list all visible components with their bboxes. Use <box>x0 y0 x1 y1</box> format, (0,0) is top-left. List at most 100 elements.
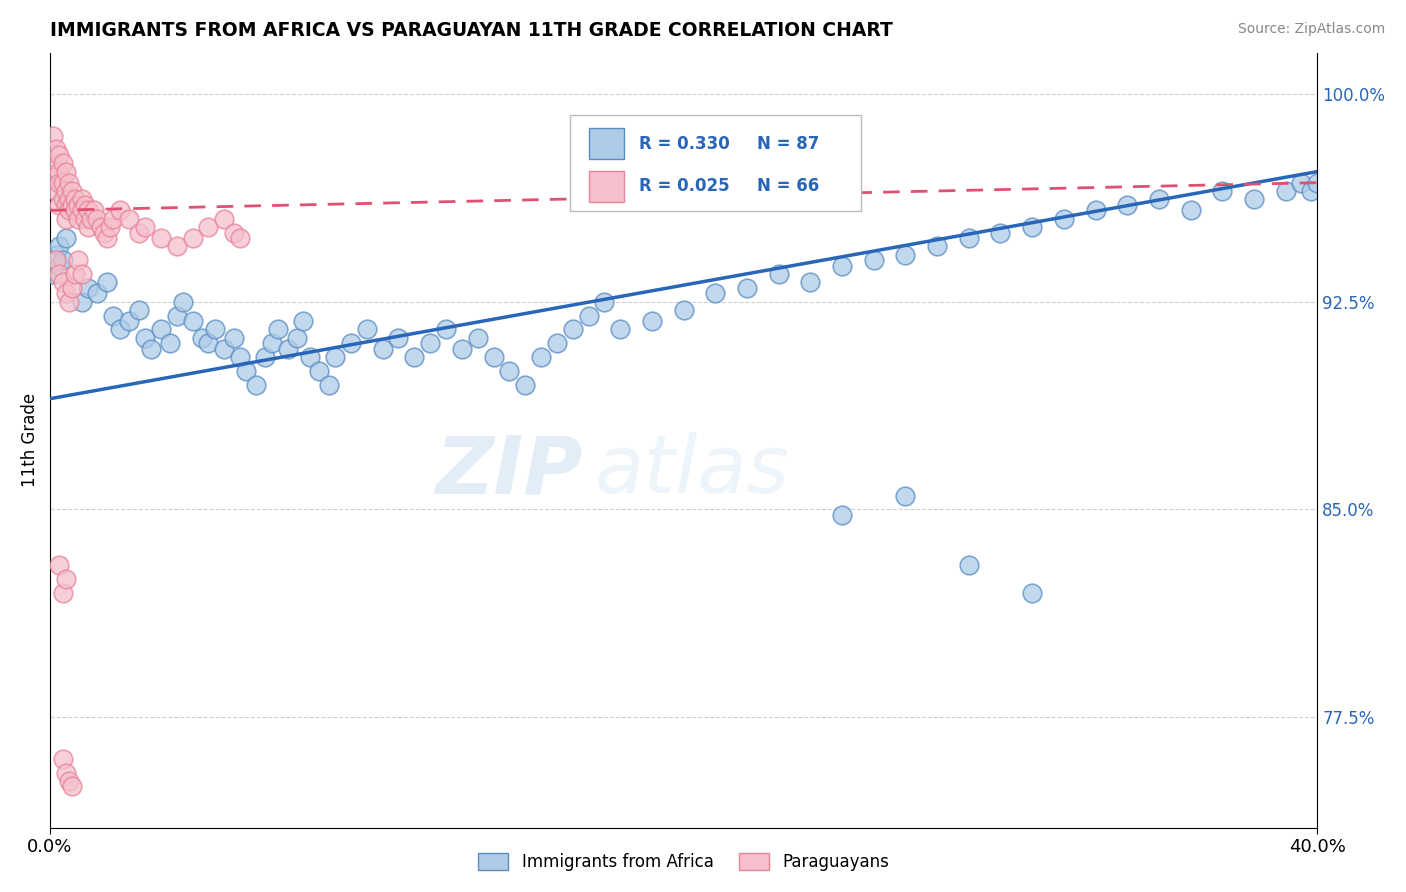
Point <box>48 267 70 281</box>
Point <box>55 231 77 245</box>
Point <box>58 192 80 206</box>
Point <box>70 203 93 218</box>
Text: N = 66: N = 66 <box>758 178 820 195</box>
Point <box>42 128 65 143</box>
Point <box>55 572 77 586</box>
Point <box>222 226 245 240</box>
Point <box>285 331 308 345</box>
Point <box>434 322 457 336</box>
Point <box>308 364 330 378</box>
Point <box>609 322 631 336</box>
Point <box>467 331 489 345</box>
Text: N = 87: N = 87 <box>758 135 820 153</box>
Point <box>1116 198 1139 212</box>
Point <box>103 211 125 226</box>
Point <box>235 364 257 378</box>
Point <box>799 276 821 290</box>
Point <box>58 773 80 788</box>
Point <box>149 322 172 336</box>
Point <box>45 143 67 157</box>
Point <box>58 203 80 218</box>
Point <box>498 364 520 378</box>
Point <box>593 294 616 309</box>
Point <box>212 342 235 356</box>
Point <box>141 342 163 356</box>
Point <box>108 322 131 336</box>
Text: IMMIGRANTS FROM AFRICA VS PARAGUAYAN 11TH GRADE CORRELATION CHART: IMMIGRANTS FROM AFRICA VS PARAGUAYAN 11T… <box>51 21 893 40</box>
Point <box>55 164 77 178</box>
Point <box>48 164 70 178</box>
Point <box>48 558 70 572</box>
Point <box>704 286 727 301</box>
Point <box>371 342 394 356</box>
Point <box>96 231 118 245</box>
Point <box>73 198 96 212</box>
Point <box>166 309 188 323</box>
Point <box>65 267 87 281</box>
Point <box>70 192 93 206</box>
Point <box>52 192 75 206</box>
Point <box>103 309 125 323</box>
Point <box>277 342 299 356</box>
Point <box>482 350 505 364</box>
Point <box>45 170 67 185</box>
Point <box>86 286 108 301</box>
Point <box>1291 176 1313 190</box>
Point <box>77 219 100 234</box>
Point <box>229 350 252 364</box>
Point <box>90 219 112 234</box>
Text: Source: ZipAtlas.com: Source: ZipAtlas.com <box>1237 22 1385 37</box>
Point <box>73 211 96 226</box>
Text: R = 0.025: R = 0.025 <box>640 178 730 195</box>
Point <box>561 322 583 336</box>
Point <box>254 350 277 364</box>
Point <box>58 294 80 309</box>
Point <box>83 203 105 218</box>
Point <box>55 286 77 301</box>
Point <box>925 239 948 253</box>
Point <box>48 259 70 273</box>
Point <box>222 331 245 345</box>
Point <box>58 176 80 190</box>
Point <box>67 198 90 212</box>
Point <box>55 765 77 780</box>
Point <box>641 314 664 328</box>
Point <box>55 184 77 198</box>
Point <box>1021 219 1043 234</box>
Point <box>149 231 172 245</box>
Point <box>67 253 90 268</box>
Point <box>60 184 83 198</box>
Point <box>80 211 103 226</box>
Point <box>957 558 980 572</box>
Point <box>1021 585 1043 599</box>
Point <box>768 267 790 281</box>
FancyBboxPatch shape <box>569 114 860 211</box>
Point <box>60 281 83 295</box>
Point <box>894 248 917 262</box>
Point <box>65 192 87 206</box>
Text: R = 0.330: R = 0.330 <box>640 135 730 153</box>
Point <box>450 342 472 356</box>
Text: ZIP: ZIP <box>434 433 582 510</box>
Point <box>52 156 75 170</box>
Point <box>260 336 283 351</box>
Point <box>530 350 553 364</box>
Point <box>48 176 70 190</box>
Point <box>1306 176 1329 190</box>
Point <box>191 331 214 345</box>
Point <box>42 267 65 281</box>
Point <box>65 203 87 218</box>
Point <box>48 148 70 162</box>
Point <box>245 377 267 392</box>
Point <box>134 219 156 234</box>
Point <box>546 336 568 351</box>
Point <box>55 211 77 226</box>
Point <box>60 780 83 794</box>
Point <box>52 253 75 268</box>
Point <box>578 309 600 323</box>
Point <box>86 211 108 226</box>
Point <box>118 211 141 226</box>
Point <box>990 226 1012 240</box>
Point <box>52 176 75 190</box>
Point <box>98 219 121 234</box>
